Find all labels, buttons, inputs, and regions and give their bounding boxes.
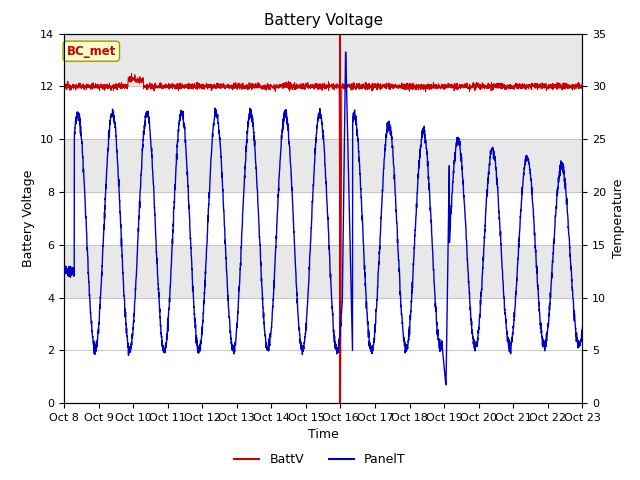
Bar: [64, 245, 582, 298]
Bar: [64, 139, 582, 192]
Legend: BattV, PanelT: BattV, PanelT: [229, 448, 411, 471]
Y-axis label: Temperature: Temperature: [612, 179, 625, 258]
Bar: [64, 34, 582, 86]
Text: BC_met: BC_met: [67, 45, 116, 58]
Title: Battery Voltage: Battery Voltage: [264, 13, 383, 28]
X-axis label: Time: Time: [308, 429, 339, 442]
Y-axis label: Battery Voltage: Battery Voltage: [22, 170, 35, 267]
